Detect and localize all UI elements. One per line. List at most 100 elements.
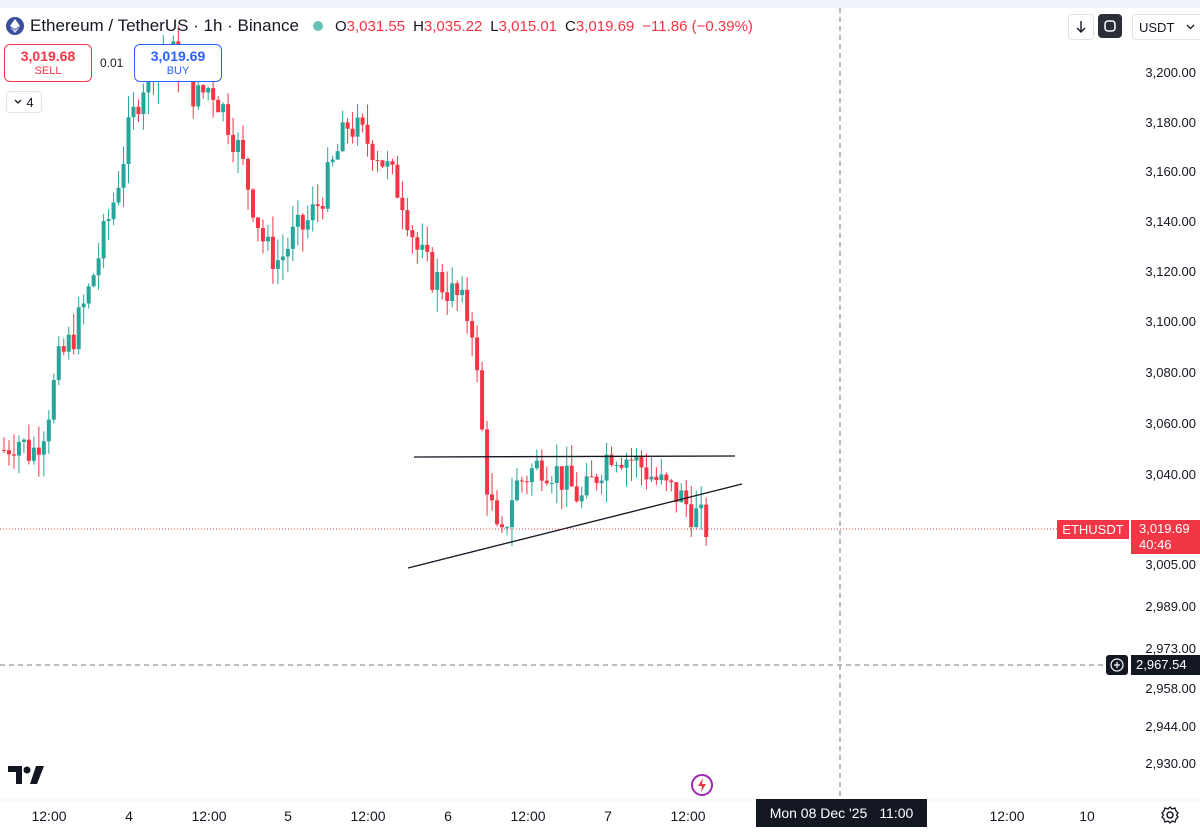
- candle-body: [549, 483, 554, 485]
- symbol-header: Ethereum / TetherUS · 1h · Binance O3,03…: [6, 14, 753, 38]
- candle-body: [435, 272, 440, 290]
- add-alert-button[interactable]: [1106, 655, 1128, 675]
- tradingview-logo-icon[interactable]: [8, 766, 44, 789]
- candle-body: [221, 104, 226, 113]
- gear-icon[interactable]: [1160, 805, 1180, 830]
- candle-body: [410, 230, 415, 238]
- candle-body: [495, 500, 500, 525]
- candle-body: [196, 85, 201, 107]
- triangle-resistance-line[interactable]: [413, 455, 736, 458]
- candle-body: [504, 527, 509, 529]
- price-axis-label: 3,005.00: [1145, 557, 1196, 572]
- buy-price: 3,019.69: [150, 48, 206, 64]
- candle-body: [629, 459, 634, 461]
- refresh-icon: [1104, 20, 1116, 32]
- candle-body: [121, 163, 126, 188]
- candle-body: [445, 292, 450, 301]
- price-change: −11.86 (−0.39%): [642, 17, 753, 35]
- candle-body: [579, 495, 584, 502]
- candle-body: [574, 486, 579, 502]
- candle-body: [325, 162, 330, 209]
- candle-body: [26, 439, 31, 461]
- candle-body: [236, 139, 241, 153]
- triangle-support-line[interactable]: [407, 483, 743, 569]
- time-axis-label: 5: [284, 808, 292, 824]
- candle-body: [684, 490, 689, 505]
- price-axis-label: 2,944.00: [1145, 719, 1196, 734]
- scroll-to-latest-button[interactable]: [1068, 14, 1094, 40]
- candle-body: [300, 214, 305, 230]
- candle-body: [340, 122, 345, 152]
- crosshair-date: Mon 08 Dec '25: [769, 805, 868, 821]
- time-axis-label: 12:00: [670, 808, 706, 824]
- ohlc-low-value: 3,015.01: [498, 17, 558, 35]
- candle-body: [554, 466, 559, 484]
- candle-body: [131, 106, 136, 118]
- price-axis-label: 3,160.00: [1145, 164, 1196, 179]
- candle-body: [475, 337, 480, 371]
- candle-body: [56, 346, 61, 380]
- candle-body: [589, 476, 594, 478]
- candle-body: [654, 476, 659, 481]
- candle-body: [569, 465, 574, 487]
- time-axis-label: 12:00: [510, 808, 546, 824]
- candle-body: [639, 455, 644, 468]
- arrow-down-icon: [1076, 21, 1086, 33]
- candle-body: [96, 258, 101, 276]
- candle-body: [480, 370, 485, 430]
- candle-body: [619, 464, 624, 468]
- market-status-dot: [313, 21, 323, 31]
- candle-body: [191, 70, 196, 107]
- time-axis-label: 6: [444, 808, 452, 824]
- candle-body: [295, 214, 300, 227]
- candle-body: [375, 160, 380, 162]
- replay-button[interactable]: [1098, 14, 1122, 38]
- indicators-toggle-button[interactable]: 4: [6, 91, 42, 113]
- candle-body: [71, 334, 76, 350]
- candle-body: [395, 164, 400, 198]
- bar-countdown: 40:46: [1139, 537, 1172, 552]
- candle-body: [370, 143, 375, 161]
- candle-body: [51, 379, 56, 420]
- candle-body: [270, 236, 275, 269]
- currency-select[interactable]: USDT: [1132, 14, 1200, 40]
- ohlc-open-value: 3,031.55: [346, 17, 406, 35]
- top-toolbar-strip: [0, 0, 1200, 8]
- candle-body: [420, 244, 425, 250]
- candle-body: [400, 197, 405, 211]
- candle-body: [206, 88, 211, 93]
- candle-body: [255, 217, 260, 228]
- time-axis-label: 7: [604, 808, 612, 824]
- flash-icon[interactable]: [690, 773, 714, 802]
- candle-body: [11, 454, 16, 456]
- candle-body: [251, 189, 255, 218]
- candle-body: [260, 227, 265, 242]
- candle-body: [305, 220, 310, 230]
- ohlc-high-key: H: [413, 17, 424, 35]
- last-price: 3,019.69: [1139, 521, 1190, 536]
- ohlc-close-value: 3,019.69: [575, 17, 635, 35]
- candle-body: [425, 244, 430, 252]
- time-axis-label: 4: [125, 808, 133, 824]
- chevron-down-icon: [14, 99, 22, 104]
- candle-body: [265, 236, 270, 242]
- sell-button[interactable]: 3,019.68 SELL: [4, 44, 92, 82]
- symbol-title[interactable]: Ethereum / TetherUS · 1h · Binance: [30, 16, 299, 35]
- candle-body: [689, 504, 694, 528]
- buy-button[interactable]: 3,019.69 BUY: [134, 44, 222, 82]
- currency-value: USDT: [1139, 19, 1175, 35]
- time-axis-label: 12:00: [31, 808, 67, 824]
- chevron-down-icon: [1186, 24, 1195, 30]
- price-axis-label: 2,930.00: [1145, 756, 1196, 771]
- price-axis-label: 3,040.00: [1145, 467, 1196, 482]
- candle-body: [330, 159, 335, 163]
- candle-body: [614, 464, 619, 466]
- candle-body: [36, 447, 41, 455]
- candle-body: [106, 219, 111, 222]
- price-chart[interactable]: [0, 8, 1200, 836]
- price-axis-label: 3,200.00: [1145, 65, 1196, 80]
- candle-body: [310, 204, 315, 221]
- candle-body: [624, 459, 629, 468]
- candle-body: [514, 480, 519, 501]
- candle-body: [241, 139, 246, 159]
